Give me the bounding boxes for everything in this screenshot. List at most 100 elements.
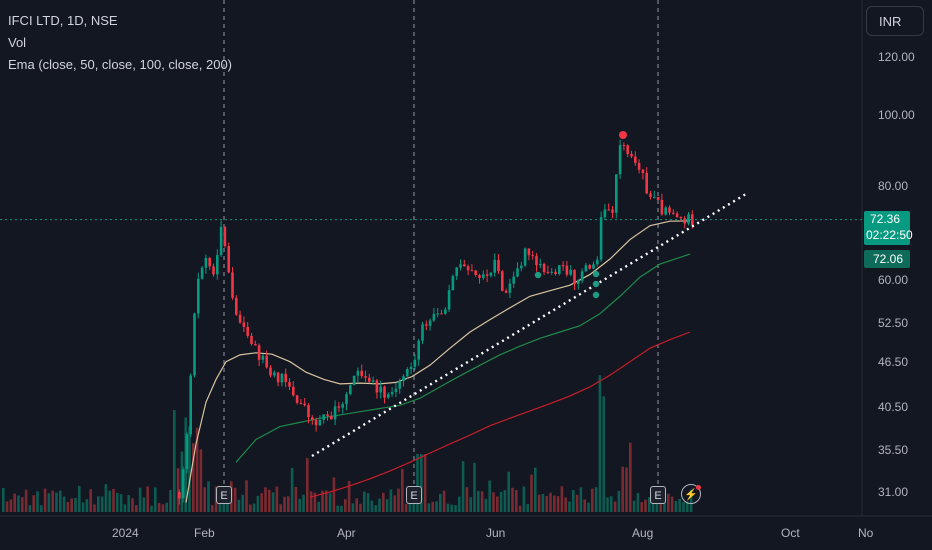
sell-signal-marker bbox=[619, 131, 627, 139]
ema-indicator-label[interactable]: Ema (close, 50, close, 100, close, 200) bbox=[8, 57, 233, 72]
volume-bar bbox=[245, 480, 248, 512]
candle-body bbox=[664, 207, 667, 215]
y-tick-label: 52.50 bbox=[878, 316, 909, 330]
volume-bar bbox=[146, 486, 149, 512]
y-tick-label: 80.00 bbox=[878, 179, 909, 193]
candle-body bbox=[212, 266, 215, 275]
candle-body bbox=[482, 274, 485, 278]
candle-body bbox=[200, 267, 204, 279]
last-price-value: 72.36 bbox=[870, 212, 901, 226]
volume-bar bbox=[176, 468, 180, 512]
volume-bar bbox=[674, 501, 678, 512]
volume-bar bbox=[655, 498, 659, 512]
candle-body bbox=[611, 209, 614, 213]
volume-bar bbox=[21, 497, 24, 512]
volume-bar bbox=[294, 486, 298, 512]
volume-bar bbox=[218, 503, 222, 512]
ema-50-line bbox=[185, 220, 691, 503]
candle-body bbox=[280, 373, 284, 383]
volume-bar bbox=[211, 505, 214, 512]
candle-body bbox=[428, 320, 432, 326]
x-tick-label: Oct bbox=[781, 526, 800, 540]
volume-bar bbox=[366, 493, 370, 512]
volume-bar bbox=[587, 502, 590, 512]
volume-bar bbox=[93, 504, 96, 512]
ema-value-tag: 72.06 bbox=[864, 250, 910, 268]
candle-body bbox=[535, 255, 538, 266]
candle-body bbox=[318, 419, 322, 426]
candle-body bbox=[463, 264, 466, 267]
volume-bar bbox=[142, 497, 146, 512]
ema-200-line bbox=[309, 331, 691, 498]
candle-body bbox=[322, 414, 325, 420]
candle-body bbox=[512, 276, 515, 284]
volume-bar bbox=[112, 488, 115, 512]
candle-body bbox=[672, 212, 675, 214]
volume-bar bbox=[503, 490, 507, 512]
volume-bar bbox=[233, 487, 237, 512]
volume-bar bbox=[328, 493, 332, 512]
volume-bar bbox=[416, 454, 419, 512]
earnings-marker[interactable]: E bbox=[406, 486, 422, 504]
volume-bar bbox=[138, 487, 142, 512]
candle-body bbox=[326, 414, 329, 416]
volume-bar bbox=[439, 493, 442, 512]
candle-body bbox=[523, 248, 527, 266]
earnings-marker[interactable]: E bbox=[216, 486, 232, 504]
candle-body bbox=[508, 283, 512, 293]
candle-body bbox=[436, 313, 439, 315]
volume-bar bbox=[686, 501, 689, 512]
volume-bar bbox=[9, 499, 13, 512]
volume-bar bbox=[55, 492, 58, 512]
volume-bar bbox=[43, 488, 47, 512]
volume-bar bbox=[397, 488, 400, 512]
volume-bar bbox=[579, 487, 583, 512]
volume-bar bbox=[499, 491, 503, 512]
y-tick-label: 35.50 bbox=[878, 443, 909, 457]
candle-body bbox=[645, 172, 648, 194]
candle-body bbox=[455, 267, 458, 277]
candle-body bbox=[573, 269, 576, 285]
earnings-marker[interactable]: E bbox=[650, 486, 666, 504]
candle-body bbox=[580, 271, 584, 281]
volume-bar bbox=[116, 492, 119, 512]
candle-body bbox=[371, 380, 375, 382]
symbol-title[interactable]: IFCI LTD, 1D, NSE bbox=[8, 13, 118, 28]
candle-body bbox=[637, 162, 641, 170]
volume-bar bbox=[207, 481, 210, 512]
volume-bar bbox=[632, 500, 636, 512]
candle-body bbox=[235, 297, 238, 315]
candle-body bbox=[447, 290, 451, 310]
candle-body bbox=[520, 265, 523, 269]
candle-body bbox=[341, 404, 344, 408]
candle-body bbox=[425, 324, 428, 326]
candle-body bbox=[444, 309, 447, 314]
volume-bar bbox=[613, 501, 617, 512]
volume-indicator-label[interactable]: Vol bbox=[8, 35, 27, 50]
currency-button[interactable]: INR bbox=[866, 6, 924, 36]
candle-body bbox=[474, 270, 477, 275]
volume-bar bbox=[617, 490, 621, 512]
candle-body bbox=[504, 290, 508, 293]
volume-bar bbox=[347, 481, 351, 512]
candle-body bbox=[679, 217, 683, 219]
volume-bar bbox=[610, 496, 613, 512]
volume-bar bbox=[62, 496, 66, 512]
candle-body bbox=[273, 372, 276, 376]
volume-bar bbox=[169, 490, 172, 512]
candle-body bbox=[197, 278, 200, 314]
volume-bar bbox=[123, 504, 127, 512]
volume-bar bbox=[317, 501, 320, 512]
volume-bar bbox=[598, 375, 602, 512]
volume-bar bbox=[275, 486, 279, 512]
volume-bar bbox=[549, 492, 552, 512]
volume-bar bbox=[420, 454, 423, 512]
candle-body bbox=[603, 209, 607, 218]
candle-body bbox=[687, 214, 690, 224]
lightning-icon[interactable]: ⚡ bbox=[681, 484, 701, 504]
volume-bar bbox=[458, 496, 461, 512]
volume-bar bbox=[351, 503, 355, 512]
candle-body bbox=[375, 380, 379, 393]
volume-bar bbox=[256, 495, 260, 512]
